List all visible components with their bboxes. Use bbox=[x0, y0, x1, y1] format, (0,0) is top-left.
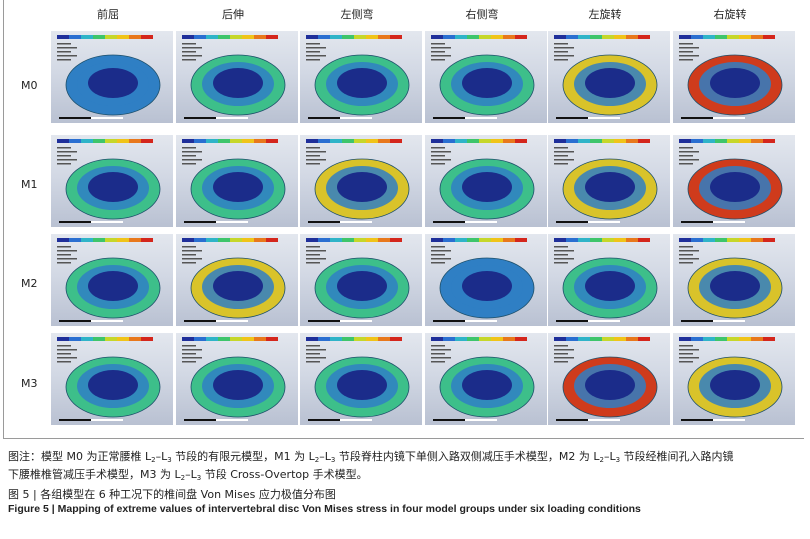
figure-title-cn: 图 5 | 各组模型在 6 种工况下的椎间盘 Von Mises 应力极值分布图 bbox=[8, 488, 336, 501]
stress-map-panel bbox=[673, 234, 795, 326]
column-header: 右旋转 bbox=[713, 8, 747, 21]
stress-map-panel bbox=[425, 234, 547, 326]
row-label: M1 bbox=[21, 178, 38, 191]
figure-caption-line2: 下腰椎椎管减压手术模型，M3 为 L2–L3 节段 Cross-Overtop … bbox=[8, 468, 368, 482]
stress-map-panel bbox=[176, 135, 298, 227]
figure-title-en: Figure 5 | Mapping of extreme values of … bbox=[8, 503, 641, 515]
stress-map-panel bbox=[548, 31, 670, 123]
stress-map-panel bbox=[300, 234, 422, 326]
stress-map-panel bbox=[425, 31, 547, 123]
row-label: M0 bbox=[21, 79, 38, 92]
stress-map-panel bbox=[176, 333, 298, 425]
column-header: 前屈 bbox=[97, 8, 119, 21]
stress-map-panel bbox=[51, 234, 173, 326]
stress-map-panel bbox=[300, 31, 422, 123]
column-header: 左侧弯 bbox=[340, 8, 374, 21]
stress-map-panel bbox=[425, 135, 547, 227]
column-header: 后伸 bbox=[222, 8, 244, 21]
row-label: M2 bbox=[21, 277, 38, 290]
stress-map-panel bbox=[176, 234, 298, 326]
stress-map-panel bbox=[300, 333, 422, 425]
stress-map-panel bbox=[548, 234, 670, 326]
stress-map-panel bbox=[51, 135, 173, 227]
stress-map-panel bbox=[673, 333, 795, 425]
stress-map-panel bbox=[425, 333, 547, 425]
stress-map-panel bbox=[300, 135, 422, 227]
column-header: 左旋转 bbox=[588, 8, 622, 21]
row-label: M3 bbox=[21, 377, 38, 390]
column-header: 右侧弯 bbox=[465, 8, 499, 21]
stress-map-panel bbox=[51, 31, 173, 123]
stress-map-panel bbox=[673, 135, 795, 227]
stress-map-panel bbox=[176, 31, 298, 123]
stress-map-panel bbox=[548, 135, 670, 227]
stress-map-panel bbox=[51, 333, 173, 425]
figure-frame: 前屈 后伸 左侧弯 右侧弯 左旋转 右旋转 M0 M1 M2 M3 bbox=[3, 0, 804, 439]
figure-caption: 图注：模型 M0 为正常腰椎 L2–L3 节段的有限元模型，M1 为 L2–L3… bbox=[8, 450, 734, 464]
stress-map-panel bbox=[548, 333, 670, 425]
stress-map-panel bbox=[673, 31, 795, 123]
